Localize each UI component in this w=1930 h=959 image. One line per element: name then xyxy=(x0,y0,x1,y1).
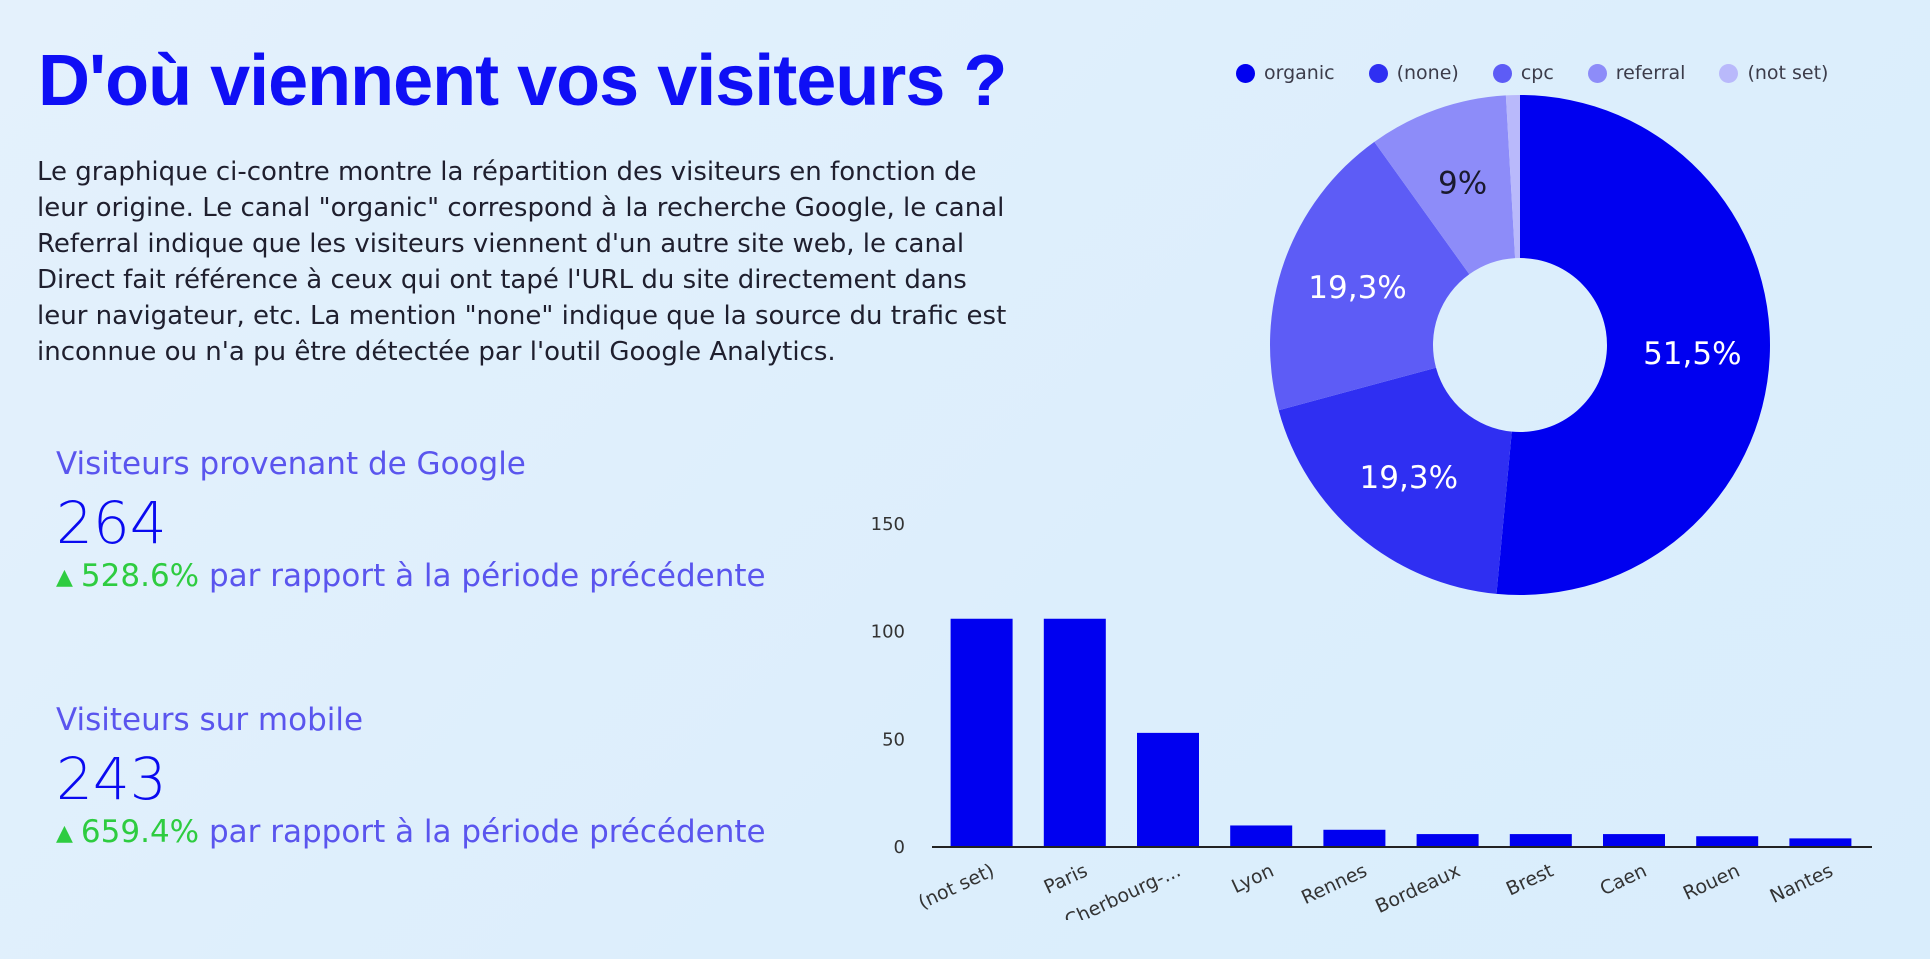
y-tick-label: 150 xyxy=(871,514,905,535)
legend-item[interactable]: (none) xyxy=(1368,62,1459,84)
intro-paragraph: Le graphique ci-contre montre la réparti… xyxy=(37,157,1007,367)
donut-slice[interactable] xyxy=(1270,141,1470,411)
bar[interactable] xyxy=(1509,834,1572,847)
legend-label: referral xyxy=(1615,62,1686,84)
kpi-google-visitors: Visiteurs provenant de Google 264 ▲ 528.6… xyxy=(56,446,766,594)
kpi-value: 243 xyxy=(56,745,167,813)
bar[interactable] xyxy=(1323,829,1386,847)
legend-label: (not set) xyxy=(1747,62,1829,84)
kpi-delta-text: par rapport à la période précédente xyxy=(208,814,766,850)
arrow-up-icon: ▲ xyxy=(56,565,73,590)
x-tick-label: Brest xyxy=(1503,860,1557,901)
legend-item[interactable]: (not set) xyxy=(1719,62,1828,84)
legend-swatch xyxy=(1719,63,1739,83)
bar[interactable] xyxy=(1137,732,1199,847)
kpi-value: 264 xyxy=(56,489,167,557)
legend-item[interactable]: cpc xyxy=(1492,62,1554,84)
donut-slice[interactable] xyxy=(1496,95,1770,595)
legend-label: cpc xyxy=(1520,62,1554,84)
legend-swatch xyxy=(1492,63,1512,83)
arrow-up-icon: ▲ xyxy=(56,821,73,846)
kpi-title: Visiteurs sur mobile xyxy=(56,702,364,738)
y-tick-label: 0 xyxy=(894,837,905,858)
donut-slice-label: 51,5% xyxy=(1643,336,1741,372)
bar[interactable] xyxy=(1416,834,1479,847)
kpi-delta-percent: 659.4% xyxy=(80,814,200,850)
legend-label: organic xyxy=(1264,62,1335,84)
x-tick-label: Rouen xyxy=(1680,860,1743,905)
bar[interactable] xyxy=(1696,836,1759,847)
legend-item[interactable]: referral xyxy=(1587,62,1686,84)
bar[interactable] xyxy=(1230,825,1293,847)
donut-slice[interactable] xyxy=(1374,95,1516,275)
donut-legend: organic (none) cpc referral (not set) xyxy=(1236,62,1862,84)
bar[interactable] xyxy=(1603,834,1665,847)
kpi-delta: ▲ 528.6% par rapport à la période précéde… xyxy=(56,558,766,594)
kpi-delta: ▲ 659.4% par rapport à la période précéde… xyxy=(56,814,766,850)
legend-swatch xyxy=(1587,63,1607,83)
bar[interactable] xyxy=(1789,838,1852,847)
kpi-mobile-visitors: Visiteurs sur mobile 243 ▲ 659.4% par rap… xyxy=(56,702,766,850)
bar[interactable] xyxy=(950,618,1013,847)
legend-swatch xyxy=(1236,63,1255,83)
kpi-delta-percent: 528.6% xyxy=(80,558,200,594)
bar[interactable] xyxy=(1043,618,1106,847)
legend-label: (none) xyxy=(1396,62,1459,84)
y-tick-label: 50 xyxy=(882,729,905,750)
kpi-title: Visiteurs provenant de Google xyxy=(56,446,526,482)
donut-slice[interactable] xyxy=(1505,95,1520,259)
x-tick-label: Rennes xyxy=(1298,860,1370,909)
traffic-source-donut-chart: 51,5% 19,3% 19,3% 9% xyxy=(1270,95,1770,595)
legend-item[interactable]: organic xyxy=(1236,62,1335,84)
x-tick-label: Paris xyxy=(1041,860,1091,899)
x-tick-label: Nantes xyxy=(1767,860,1837,908)
donut-slice-label: 19,3% xyxy=(1360,460,1458,496)
x-tick-label: Bordeaux xyxy=(1372,860,1464,918)
donut-slice[interactable] xyxy=(1278,367,1512,594)
page-title: D'où viennent vos visiteurs ? xyxy=(38,41,1007,121)
x-tick-label: Lyon xyxy=(1228,860,1277,898)
kpi-delta-text: par rapport à la période précédente xyxy=(208,558,766,594)
donut-slice-label: 9% xyxy=(1438,165,1487,201)
donut-slice-label: 19,3% xyxy=(1308,270,1406,306)
y-tick-label: 100 xyxy=(871,622,905,643)
x-tick-label: Caen xyxy=(1597,860,1650,901)
legend-swatch xyxy=(1368,63,1388,83)
x-tick-label: (not set) xyxy=(915,860,998,914)
